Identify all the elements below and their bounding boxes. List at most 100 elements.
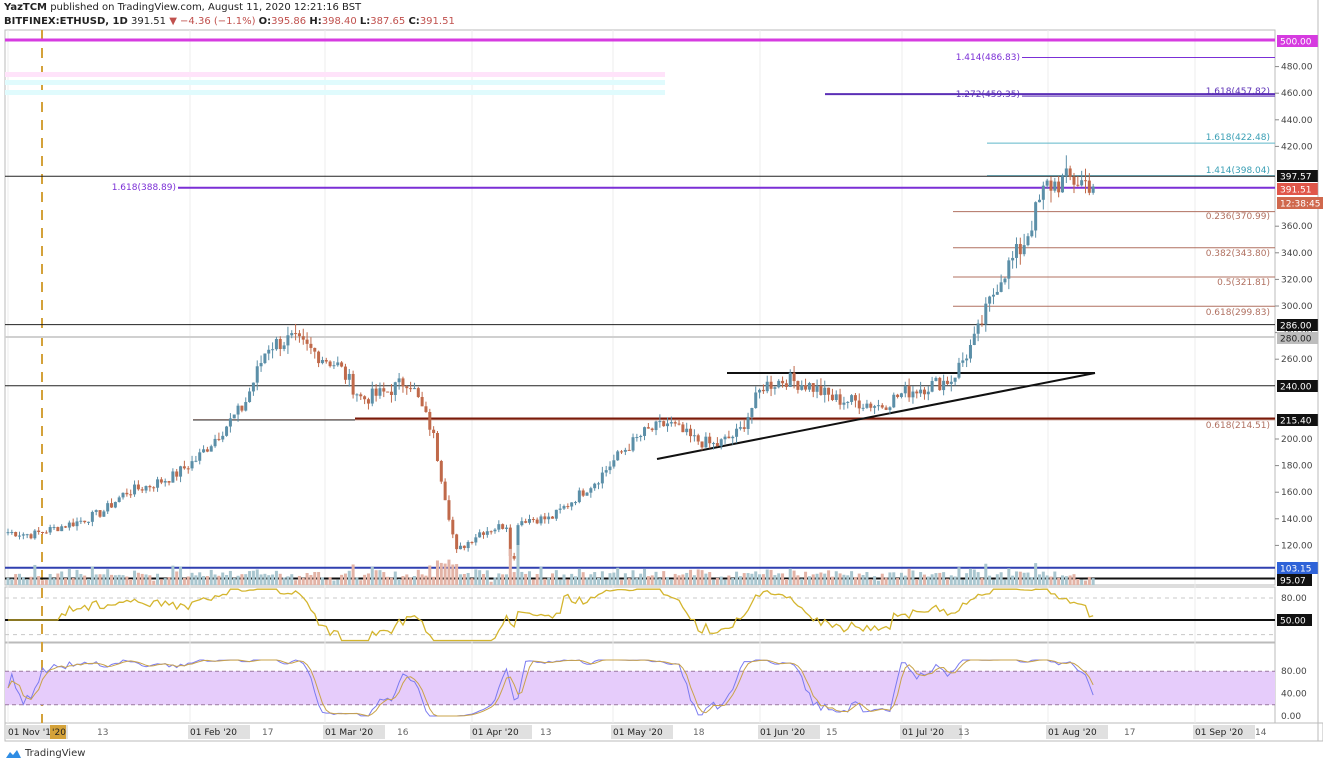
- candle-body[interactable]: [769, 381, 773, 389]
- candle-body[interactable]: [527, 519, 531, 523]
- candle-body[interactable]: [493, 529, 497, 532]
- candle-body[interactable]: [689, 428, 693, 437]
- candle-body[interactable]: [393, 382, 397, 395]
- candle-body[interactable]: [317, 351, 321, 364]
- candle-body[interactable]: [274, 338, 278, 350]
- candle-body[interactable]: [470, 542, 474, 544]
- candle-body[interactable]: [669, 422, 673, 424]
- candle-body[interactable]: [1057, 181, 1061, 193]
- candle-body[interactable]: [819, 385, 823, 395]
- candle-body[interactable]: [911, 391, 915, 398]
- candle-body[interactable]: [451, 519, 455, 535]
- candle-body[interactable]: [884, 407, 888, 410]
- candle-body[interactable]: [156, 479, 160, 488]
- candle-body[interactable]: [248, 391, 252, 403]
- candle-body[interactable]: [79, 520, 83, 522]
- candle-body[interactable]: [677, 423, 681, 425]
- candle-body[interactable]: [332, 365, 336, 367]
- candle-body[interactable]: [903, 385, 907, 394]
- candle-body[interactable]: [1053, 181, 1057, 191]
- candle-body[interactable]: [853, 395, 857, 401]
- candle-body[interactable]: [781, 380, 785, 384]
- candle-body[interactable]: [232, 414, 236, 419]
- candle-body[interactable]: [796, 381, 800, 390]
- candle-body[interactable]: [129, 494, 133, 496]
- candle-body[interactable]: [712, 443, 716, 445]
- candle-body[interactable]: [428, 411, 432, 430]
- candle-body[interactable]: [133, 484, 137, 495]
- candle-body[interactable]: [278, 338, 282, 349]
- candle-body[interactable]: [623, 449, 627, 452]
- candle-body[interactable]: [991, 294, 995, 297]
- candle-body[interactable]: [71, 522, 75, 527]
- candle-body[interactable]: [60, 526, 64, 532]
- candle-body[interactable]: [1014, 244, 1018, 258]
- candle-body[interactable]: [370, 388, 374, 404]
- candle-body[interactable]: [301, 336, 305, 340]
- candle-body[interactable]: [570, 502, 574, 507]
- candle-body[interactable]: [731, 436, 735, 439]
- candle-body[interactable]: [351, 373, 355, 395]
- candle-body[interactable]: [834, 394, 838, 400]
- candle-body[interactable]: [309, 343, 313, 348]
- candle-body[interactable]: [750, 408, 754, 417]
- candle-body[interactable]: [244, 402, 248, 411]
- candle-body[interactable]: [535, 519, 539, 524]
- candle-body[interactable]: [873, 406, 877, 408]
- candle-body[interactable]: [547, 516, 551, 520]
- candle-body[interactable]: [1064, 168, 1068, 177]
- candle-body[interactable]: [447, 500, 451, 520]
- candle-body[interactable]: [64, 526, 68, 528]
- candle-body[interactable]: [198, 452, 202, 461]
- candle-body[interactable]: [167, 481, 171, 483]
- candle-body[interactable]: [620, 451, 624, 453]
- candle-body[interactable]: [205, 449, 209, 452]
- candle-body[interactable]: [593, 483, 597, 489]
- candle-body[interactable]: [980, 323, 984, 325]
- candle-body[interactable]: [221, 435, 225, 440]
- candle-body[interactable]: [957, 362, 961, 378]
- candle-body[interactable]: [271, 349, 275, 351]
- candle-body[interactable]: [965, 358, 969, 361]
- candle-body[interactable]: [52, 527, 56, 529]
- candle-body[interactable]: [922, 389, 926, 395]
- candle-body[interactable]: [1041, 185, 1045, 200]
- candle-body[interactable]: [125, 492, 129, 495]
- candle-body[interactable]: [666, 423, 670, 427]
- candle-body[interactable]: [6, 532, 10, 534]
- candle-body[interactable]: [800, 385, 804, 390]
- candle-body[interactable]: [512, 556, 516, 559]
- candle-body[interactable]: [554, 509, 558, 519]
- candle-body[interactable]: [228, 418, 232, 427]
- candle-body[interactable]: [359, 394, 363, 397]
- candle-body[interactable]: [343, 366, 347, 380]
- candle-body[interactable]: [995, 291, 999, 295]
- candle-body[interactable]: [1037, 199, 1041, 203]
- candle-body[interactable]: [846, 401, 850, 403]
- candle-body[interactable]: [290, 333, 294, 336]
- candle-body[interactable]: [876, 405, 880, 407]
- candle-body[interactable]: [163, 481, 167, 483]
- candle-body[interactable]: [942, 380, 946, 391]
- candle-body[interactable]: [1045, 180, 1049, 186]
- candle-body[interactable]: [424, 406, 428, 412]
- candle-body[interactable]: [723, 436, 727, 440]
- candle-body[interactable]: [888, 407, 892, 410]
- candle-body[interactable]: [98, 510, 102, 517]
- candle-body[interactable]: [213, 438, 217, 447]
- candle-body[interactable]: [696, 435, 700, 442]
- candle-body[interactable]: [600, 472, 604, 484]
- candle-body[interactable]: [784, 383, 788, 387]
- candle-body[interactable]: [29, 534, 33, 539]
- candle-body[interactable]: [190, 461, 194, 469]
- candle-body[interactable]: [562, 506, 566, 509]
- candle-body[interactable]: [673, 422, 677, 424]
- candle-body[interactable]: [880, 405, 884, 408]
- candle-body[interactable]: [1076, 184, 1080, 186]
- candle-body[interactable]: [804, 385, 808, 390]
- candle-body[interactable]: [662, 421, 666, 427]
- candle-body[interactable]: [972, 333, 976, 345]
- candle-body[interactable]: [94, 510, 98, 512]
- candle-body[interactable]: [765, 381, 769, 392]
- candle-body[interactable]: [412, 388, 416, 390]
